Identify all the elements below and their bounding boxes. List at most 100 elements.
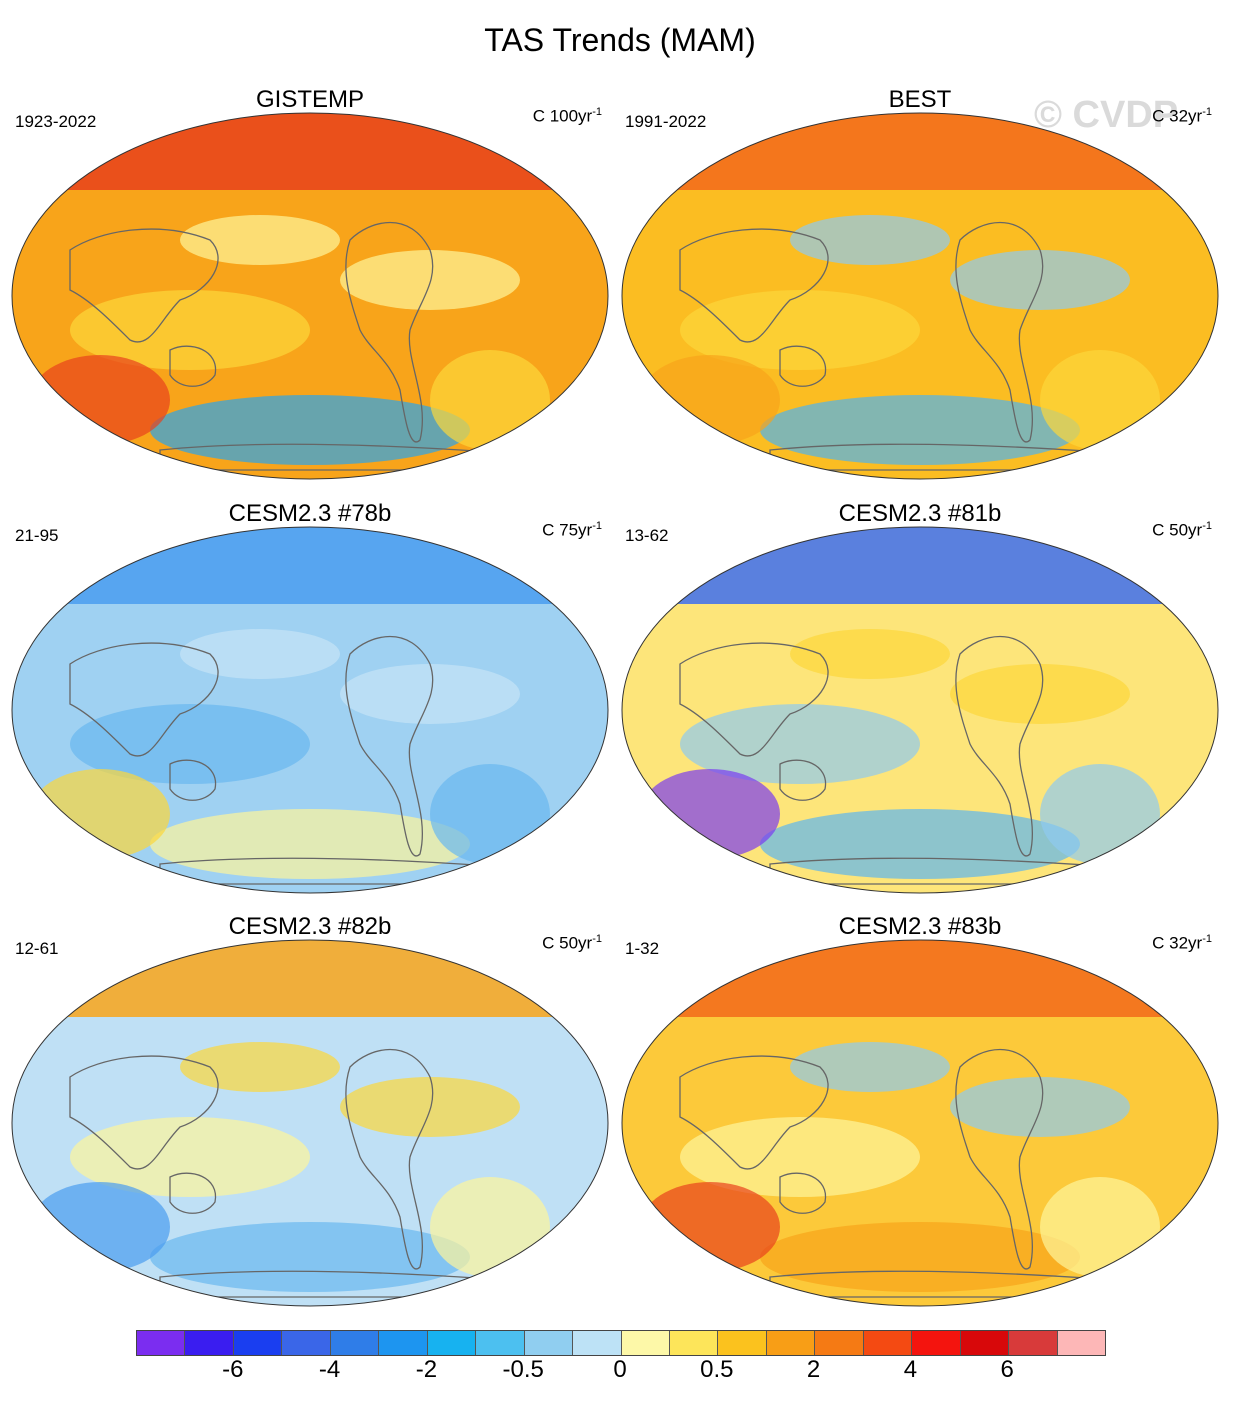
panel-title: CESM2.3 #81b bbox=[838, 500, 1002, 527]
anomaly-patch bbox=[430, 764, 550, 864]
map-panel: CESM2.3 #78b 21-95 C 75yr-1 bbox=[10, 500, 620, 905]
anomaly-patch bbox=[680, 704, 920, 784]
north-high-latitude-band bbox=[622, 527, 1218, 604]
colorbar-tick-label: 0 bbox=[613, 1356, 627, 1383]
anomaly-patch bbox=[680, 1117, 920, 1197]
anomaly-patch bbox=[70, 1117, 310, 1197]
colorbar-swatch bbox=[476, 1331, 525, 1355]
panel-period: 1923-2022 bbox=[15, 112, 97, 131]
anomaly-patch bbox=[790, 215, 950, 265]
coastline bbox=[779, 345, 827, 387]
units-exponent: -1 bbox=[1202, 933, 1212, 945]
panel-period: 12-61 bbox=[15, 939, 59, 958]
panel-period: 21-95 bbox=[15, 526, 59, 545]
anomaly-patch bbox=[1040, 350, 1160, 450]
robinson-map bbox=[11, 939, 609, 1307]
north-high-latitude-band bbox=[12, 527, 608, 604]
anomaly-patch bbox=[30, 769, 170, 859]
anomaly-patch bbox=[30, 355, 170, 445]
anomaly-patch bbox=[70, 290, 310, 370]
colorbar-labels: -6 -4 -2 -0.5 0 0.5 2 4 6 bbox=[136, 1356, 1104, 1386]
coastline bbox=[679, 642, 829, 757]
panel-units: C 100yr-1 bbox=[533, 106, 602, 127]
panel-period: 13-62 bbox=[625, 526, 669, 545]
north-high-latitude-band bbox=[622, 940, 1218, 1017]
anomaly-patch bbox=[340, 664, 520, 724]
colorbar-swatch bbox=[524, 1331, 574, 1355]
coastline bbox=[779, 1172, 827, 1214]
units-exponent: -1 bbox=[1202, 106, 1212, 118]
colorbar-swatch bbox=[766, 1331, 816, 1355]
panel-units: C 50yr-1 bbox=[1152, 520, 1212, 541]
coastline bbox=[679, 228, 829, 343]
colorbar-swatch bbox=[863, 1331, 913, 1355]
coastline bbox=[345, 222, 434, 443]
anomaly-patch bbox=[760, 395, 1080, 465]
units-exponent: -1 bbox=[592, 520, 602, 532]
map-panel: GISTEMP 1923-2022 C 100yr-1 bbox=[10, 86, 620, 491]
panel-title: CESM2.3 #82b bbox=[228, 913, 392, 940]
panel-period: 1-32 bbox=[625, 939, 660, 958]
coastline bbox=[69, 1055, 219, 1170]
coastline bbox=[69, 642, 219, 757]
robinson-map bbox=[621, 526, 1219, 894]
colorbar-swatch bbox=[233, 1331, 283, 1355]
colorbar-tick-label: 6 bbox=[1000, 1356, 1014, 1383]
units-exponent: -1 bbox=[592, 106, 602, 118]
colorbar-swatch bbox=[282, 1331, 331, 1355]
colorbar-swatch bbox=[1009, 1331, 1058, 1355]
anomaly-patch bbox=[950, 1077, 1130, 1137]
colorbar-tick-label: 0.5 bbox=[700, 1356, 734, 1383]
anomaly-patch bbox=[340, 250, 520, 310]
colorbar-swatch bbox=[1057, 1331, 1106, 1355]
anomaly-patch bbox=[340, 1077, 520, 1137]
map-border bbox=[621, 526, 1219, 894]
colorbar-swatch bbox=[718, 1331, 767, 1355]
coastline bbox=[955, 222, 1044, 443]
map-border bbox=[621, 112, 1219, 480]
figure-title: TAS Trends (MAM) bbox=[484, 22, 756, 58]
units-label: C 50yr bbox=[542, 933, 593, 953]
panel-units: C 75yr-1 bbox=[542, 520, 602, 541]
colorbar-tick-label: 4 bbox=[903, 1356, 918, 1383]
units-exponent: -1 bbox=[1202, 520, 1212, 532]
coastline bbox=[679, 1055, 829, 1170]
anomaly-patch bbox=[1040, 764, 1160, 864]
anomaly-patch bbox=[150, 1222, 470, 1292]
colorbar-swatch bbox=[815, 1331, 864, 1355]
colorbar-tick-label: -0.5 bbox=[502, 1356, 544, 1383]
colorbar-swatch bbox=[379, 1331, 428, 1355]
panel-units: C 32yr-1 bbox=[1152, 106, 1212, 127]
units-label: C 75yr bbox=[542, 520, 593, 540]
colorbar-swatch bbox=[330, 1331, 380, 1355]
map-border bbox=[11, 112, 609, 480]
panel-units: C 32yr-1 bbox=[1152, 933, 1212, 954]
north-high-latitude-band bbox=[12, 113, 608, 190]
units-label: C 32yr bbox=[1152, 933, 1203, 953]
north-high-latitude-band bbox=[12, 940, 608, 1017]
anomaly-patch bbox=[430, 350, 550, 450]
colorbar-swatch bbox=[912, 1331, 961, 1355]
colorbar-swatch bbox=[573, 1331, 622, 1355]
anomaly-patch bbox=[640, 1182, 780, 1272]
map-border bbox=[11, 939, 609, 1307]
map-border bbox=[621, 939, 1219, 1307]
anomaly-patch bbox=[950, 250, 1130, 310]
anomaly-patch bbox=[760, 1222, 1080, 1292]
units-label: C 32yr bbox=[1152, 106, 1203, 126]
map-panel: CESM2.3 #82b 12-61 C 50yr-1 bbox=[10, 913, 620, 1318]
robinson-map bbox=[621, 939, 1219, 1307]
colorbar-tick-label: 2 bbox=[806, 1356, 821, 1383]
colorbar-swatch bbox=[137, 1331, 186, 1355]
anomaly-patch bbox=[180, 215, 340, 265]
anomaly-patch bbox=[950, 664, 1130, 724]
anomaly-patch bbox=[640, 769, 780, 859]
anomaly-patch bbox=[430, 1177, 550, 1277]
colorbar-tick-label: -4 bbox=[318, 1356, 341, 1383]
coastline bbox=[955, 1049, 1044, 1270]
coastline bbox=[169, 345, 217, 387]
anomaly-patch bbox=[180, 629, 340, 679]
map-border bbox=[11, 526, 609, 894]
coastline bbox=[69, 228, 219, 343]
anomaly-patch bbox=[150, 395, 470, 465]
